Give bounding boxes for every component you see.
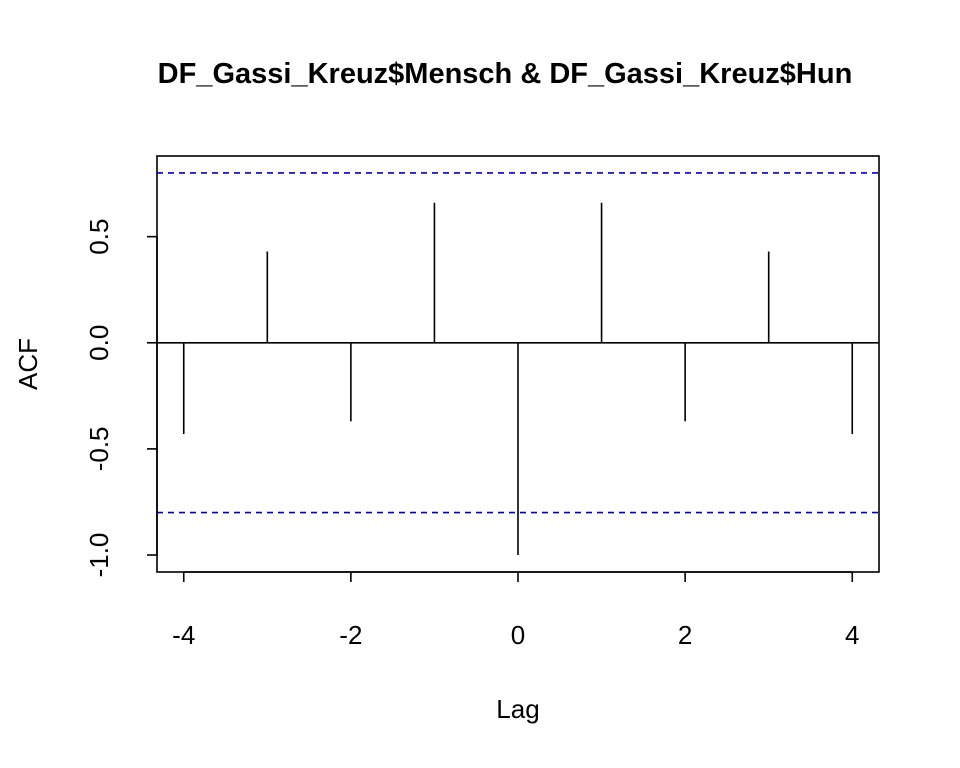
- y-axis-label: ACF: [13, 338, 43, 390]
- x-tick-label: 2: [678, 620, 692, 650]
- x-axis: -4 -2 0 2 4: [172, 571, 859, 650]
- x-tick-label: -4: [172, 620, 195, 650]
- y-tick-label: -1.0: [84, 533, 114, 578]
- y-tick-label: 0.5: [84, 219, 114, 255]
- y-axis: -1.0 -0.5 0.0 0.5: [84, 219, 158, 578]
- x-tick-label: -2: [339, 620, 362, 650]
- chart-title: DF_Gassi_Kreuz$Mensch & DF_Gassi_Kreuz$H…: [158, 58, 853, 90]
- x-axis-label: Lag: [496, 694, 539, 724]
- x-tick-label: 4: [845, 620, 859, 650]
- y-tick-label: -0.5: [84, 426, 114, 471]
- plot-layer: [157, 172, 879, 556]
- x-tick-label: 0: [511, 620, 525, 650]
- y-tick-label: 0.0: [84, 325, 114, 361]
